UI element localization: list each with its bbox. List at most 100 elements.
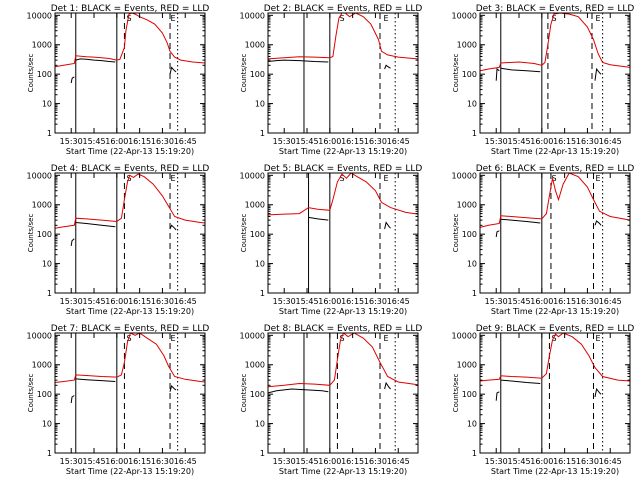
y-tick-label: 100 — [37, 70, 52, 79]
plot-frame — [267, 172, 419, 294]
y-tick-label: 1 — [47, 449, 52, 458]
chart-title: Det 8: BLACK = Events, RED = LLD — [264, 324, 423, 334]
x-tick-label: 16:45 — [174, 297, 197, 306]
series-events-line — [308, 216, 329, 221]
series-events-line — [500, 218, 541, 224]
x-tick-label: 16:30 — [151, 457, 174, 466]
x-tick-label: 16:15 — [341, 457, 364, 466]
y-tick-label: 10000 — [452, 331, 477, 340]
x-tick-label: 16:30 — [364, 297, 387, 306]
x-tick-label: 16:15 — [553, 457, 576, 466]
y-axis-label: Counts/sec — [452, 214, 460, 253]
x-tick-label: 16:00 — [318, 297, 341, 306]
interval-label: E — [384, 334, 389, 343]
series-events-line — [75, 58, 116, 63]
x-tick-label: 16:00 — [318, 137, 341, 146]
chart-title: Det 2: BLACK = Events, RED = LLD — [264, 4, 423, 14]
x-tick-label: 16:00 — [530, 297, 553, 306]
x-tick-label: 15:45 — [295, 137, 318, 146]
interval-label: S — [551, 334, 556, 343]
x-tick-label: 15:45 — [295, 297, 318, 306]
y-tick-label: 1 — [260, 449, 265, 458]
x-tick-label: 15:30 — [60, 297, 83, 306]
y-tick-label: 1000 — [457, 201, 477, 210]
y-axis-label: Counts/sec — [452, 54, 460, 93]
x-tick-label: 15:45 — [82, 297, 105, 306]
x-tick-label: 16:45 — [599, 457, 622, 466]
x-tick-label: 15:45 — [82, 137, 105, 146]
y-axis-label: Counts/sec — [240, 214, 248, 253]
chart-title: Det 4: BLACK = Events, RED = LLD — [51, 164, 210, 174]
series-events-line — [268, 59, 329, 63]
x-tick-label: 15:30 — [273, 297, 296, 306]
y-tick-label: 1000 — [245, 201, 265, 210]
x-tick-label: 16:15 — [128, 457, 151, 466]
interval-label: S — [126, 14, 131, 23]
y-tick-label: 100 — [37, 230, 52, 239]
x-tick-label: 15:30 — [485, 457, 508, 466]
y-tick-label: 10 — [42, 420, 52, 429]
y-tick-label: 1 — [47, 289, 52, 298]
y-tick-label: 100 — [462, 70, 477, 79]
x-tick-label: 16:15 — [553, 137, 576, 146]
interval-label: E — [171, 174, 176, 183]
series-lld-line — [55, 173, 205, 229]
interval-label: S — [551, 174, 556, 183]
y-tick-label: 100 — [37, 390, 52, 399]
y-tick-label: 10000 — [27, 11, 52, 20]
plot-frame — [54, 12, 206, 134]
x-tick-label: 15:30 — [485, 137, 508, 146]
x-tick-label: 15:45 — [507, 457, 530, 466]
x-axis-label: Start Time (22-Apr-13 15:19:20) — [279, 307, 407, 316]
interval-label: S — [339, 334, 344, 343]
series-events-line — [594, 387, 602, 398]
x-axis-label: Start Time (22-Apr-13 15:19:20) — [279, 467, 407, 476]
x-tick-label: 16:45 — [387, 457, 410, 466]
y-tick-label: 100 — [250, 390, 265, 399]
series-events-line — [384, 381, 391, 390]
plot-frame — [479, 172, 631, 294]
x-tick-label: 16:30 — [576, 137, 599, 146]
x-tick-label: 16:45 — [599, 297, 622, 306]
y-tick-label: 10 — [467, 260, 477, 269]
x-tick-label: 16:30 — [151, 137, 174, 146]
x-tick-label: 16:30 — [576, 297, 599, 306]
y-tick-label: 100 — [462, 390, 477, 399]
y-tick-label: 1000 — [32, 41, 52, 50]
y-tick-label: 1000 — [32, 361, 52, 370]
series-events-line — [75, 222, 116, 228]
x-tick-label: 15:45 — [507, 137, 530, 146]
y-tick-label: 10 — [255, 260, 265, 269]
x-tick-label: 15:45 — [82, 457, 105, 466]
x-tick-label: 16:15 — [341, 297, 364, 306]
y-tick-label: 10000 — [452, 11, 477, 20]
x-tick-label: 15:30 — [273, 457, 296, 466]
series-events-line — [500, 379, 541, 384]
chart-title: Det 7: BLACK = Events, RED = LLD — [51, 324, 210, 334]
chart-title: Det 1: BLACK = Events, RED = LLD — [51, 4, 210, 14]
series-events-line — [500, 67, 541, 73]
interval-label: E — [384, 174, 389, 183]
x-tick-label: 15:30 — [60, 137, 83, 146]
x-tick-label: 16:15 — [128, 137, 151, 146]
y-tick-label: 10000 — [240, 331, 265, 340]
x-axis-label: Start Time (22-Apr-13 15:19:20) — [491, 147, 619, 156]
chart-title: Det 9: BLACK = Events, RED = LLD — [476, 324, 635, 334]
x-tick-label: 16:00 — [530, 137, 553, 146]
interval-label: S — [339, 14, 344, 23]
x-tick-label: 16:00 — [105, 297, 128, 306]
series-lld-line — [268, 333, 418, 388]
y-tick-label: 1000 — [457, 41, 477, 50]
y-tick-label: 10 — [467, 420, 477, 429]
y-tick-label: 1000 — [32, 201, 52, 210]
y-axis-label: Counts/sec — [27, 54, 35, 93]
y-tick-label: 1000 — [245, 361, 265, 370]
x-tick-label: 16:15 — [341, 137, 364, 146]
y-tick-label: 10 — [467, 100, 477, 109]
